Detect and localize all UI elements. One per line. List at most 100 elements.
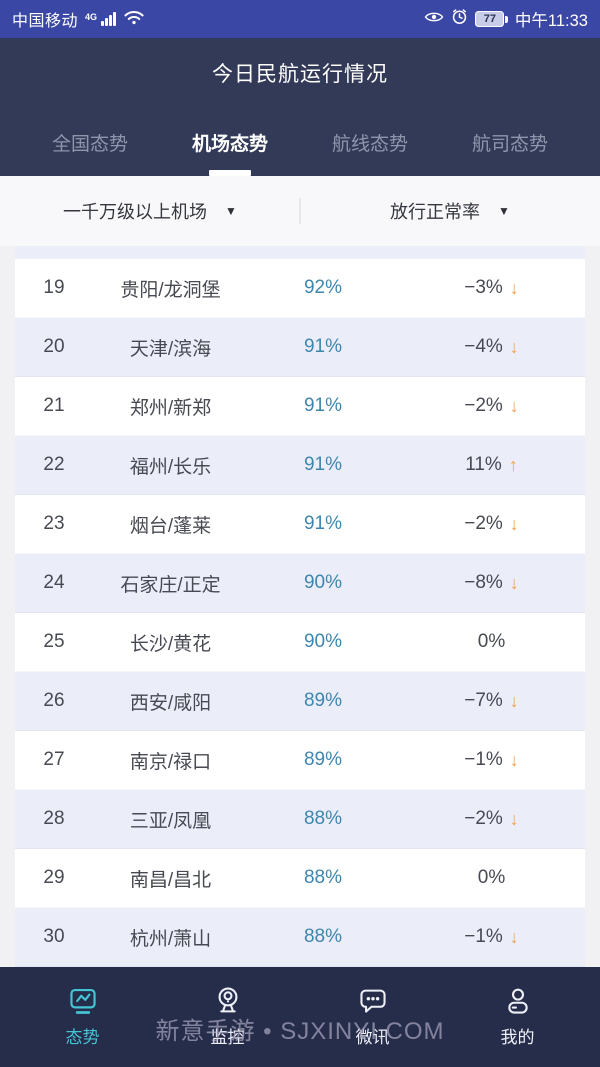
table-scroll-area[interactable]: 19 贵阳/龙洞堡 92% −3% ↓ 20 天津/滨海 91% −4% ↓ 21 郑州/新郑 91% −… — [0, 246, 600, 967]
alarm-icon — [451, 8, 468, 30]
trend-down-icon: ↓ — [509, 514, 519, 534]
rate-cell: 88% — [303, 926, 343, 947]
chevron-down-icon: ▼ — [225, 204, 237, 218]
chevron-down-icon: ▼ — [498, 204, 510, 218]
battery-percent: 77 — [475, 11, 505, 27]
airport-name-cell: 烟台/蓬莱 — [129, 515, 212, 537]
trend-up-icon: ↑ — [508, 455, 518, 475]
change-cell: −2% ↓ — [398, 513, 585, 535]
change-cell: −3% ↓ — [398, 277, 585, 299]
table-row[interactable]: 21 郑州/新郑 91% −2% ↓ — [15, 377, 585, 436]
rank-cell: 22 — [43, 454, 65, 475]
table-row[interactable]: 29 南昌/昌北 88% 0% — [15, 849, 585, 908]
tab-1[interactable]: 全国态势 — [51, 133, 128, 155]
airport-name-cell: 福州/长乐 — [129, 456, 212, 478]
trend-down-icon: ↓ — [509, 278, 519, 298]
battery-indicator: 77 — [475, 11, 508, 27]
airport-level-dropdown[interactable]: 一千万级以上机场 ▼ — [0, 198, 300, 224]
tab-2[interactable]: 机场态势 — [160, 108, 300, 176]
airport-name-cell: 西安/咸阳 — [129, 692, 212, 714]
rate-cell: 91% — [303, 336, 343, 357]
table-row[interactable]: 22 福州/长乐 91% 11% ↑ — [15, 436, 585, 495]
trend-down-icon: ↓ — [509, 573, 519, 593]
change-cell: −2% ↓ — [398, 808, 585, 830]
tabs: 全国态势 机场态势 航线态势 航司态势 — [0, 108, 600, 176]
eye-comfort-icon — [424, 10, 444, 29]
airport-name-cell: 天津/滨海 — [129, 338, 212, 360]
trend-down-icon: ↓ — [509, 337, 519, 357]
change-value: −1% — [464, 926, 503, 947]
change-value: −2% — [464, 513, 503, 534]
rank-cell: 20 — [43, 336, 65, 357]
change-value: 11% — [465, 454, 502, 475]
airport-name-cell: 杭州/萧山 — [129, 928, 212, 950]
table-row[interactable]: 19 贵阳/龙洞堡 92% −3% ↓ — [15, 259, 585, 318]
change-cell: −4% ↓ — [398, 336, 585, 358]
table-row[interactable]: 27 南京/禄口 89% −1% ↓ — [15, 731, 585, 790]
rate-cell: 91% — [303, 395, 343, 416]
tab-4[interactable]: 航司态势 — [471, 133, 548, 155]
webcam-icon — [211, 986, 245, 1016]
airport-name-cell: 贵阳/龙洞堡 — [120, 279, 221, 301]
nav-item-1[interactable]: 态势 — [38, 986, 128, 1048]
change-value: −8% — [464, 572, 503, 593]
nav-label: 态势 — [65, 1028, 100, 1047]
airport-name-cell: 三亚/凤凰 — [129, 810, 212, 832]
rate-cell: 90% — [303, 572, 343, 593]
airport-table: 19 贵阳/龙洞堡 92% −3% ↓ 20 天津/滨海 91% −4% ↓ 21 郑州/新郑 91% −… — [15, 259, 585, 967]
rate-cell: 89% — [303, 749, 343, 770]
table-row[interactable]: 24 石家庄/正定 90% −8% ↓ — [15, 554, 585, 613]
filter-bar: 一千万级以上机场 ▼ 放行正常率 ▼ — [0, 176, 600, 246]
rate-cell: 92% — [303, 277, 343, 298]
change-value: 0% — [477, 631, 506, 652]
network-type-label: 4G — [85, 12, 98, 22]
tab-3[interactable]: 航线态势 — [331, 133, 408, 155]
status-time: 中午11:33 — [514, 12, 588, 30]
metric-dropdown[interactable]: 放行正常率 ▼ — [300, 198, 600, 224]
chat-bubble-icon — [356, 986, 390, 1016]
trend-down-icon: ↓ — [509, 927, 519, 947]
rate-cell: 89% — [303, 690, 343, 711]
rate-cell: 91% — [303, 513, 343, 534]
nav-item-4[interactable]: 我的 — [473, 986, 563, 1048]
clipped-previous-row — [15, 246, 585, 259]
wifi-icon — [123, 8, 145, 30]
change-cell: 0% — [398, 867, 585, 889]
trend-monitor-icon — [66, 986, 100, 1016]
trend-down-icon: ↓ — [509, 809, 519, 829]
profile-icon — [501, 986, 535, 1016]
page-title: 今日民航运行情况 — [212, 63, 388, 86]
nav-item-3[interactable]: 微讯 — [328, 986, 418, 1048]
metric-value: 放行正常率 — [390, 202, 481, 222]
nav-item-2[interactable]: 监控 — [183, 986, 273, 1048]
airport-level-value: 一千万级以上机场 — [63, 202, 208, 222]
status-bar: 中国移动 4G 77 — [0, 0, 600, 38]
change-value: −2% — [464, 395, 503, 416]
rate-cell: 88% — [303, 808, 343, 829]
table-row[interactable]: 23 烟台/蓬莱 91% −2% ↓ — [15, 495, 585, 554]
change-value: −3% — [464, 277, 503, 298]
filter-divider — [299, 198, 301, 224]
rank-cell: 21 — [43, 395, 65, 416]
rank-cell: 19 — [43, 277, 65, 298]
change-cell: −7% ↓ — [398, 690, 585, 712]
table-row[interactable]: 28 三亚/凤凰 88% −2% ↓ — [15, 790, 585, 849]
airport-name-cell: 南京/禄口 — [129, 751, 212, 773]
change-cell: −1% ↓ — [398, 926, 585, 948]
rank-cell: 26 — [43, 690, 65, 711]
table-row[interactable]: 20 天津/滨海 91% −4% ↓ — [15, 318, 585, 377]
rank-cell: 23 — [43, 513, 65, 534]
table-row[interactable]: 26 西安/咸阳 89% −7% ↓ — [15, 672, 585, 731]
nav-label: 监控 — [210, 1028, 245, 1047]
table-row[interactable]: 25 长沙/黄花 90% 0% — [15, 613, 585, 672]
change-cell: 11% ↑ — [398, 454, 585, 476]
airport-name-cell: 石家庄/正定 — [120, 574, 221, 596]
change-cell: 0% — [398, 631, 585, 653]
bottom-nav: 态势 监控 微讯 我的 — [0, 967, 600, 1067]
airport-name-cell: 郑州/新郑 — [129, 397, 212, 419]
rate-cell: 88% — [303, 867, 343, 888]
trend-down-icon: ↓ — [509, 396, 519, 416]
rate-cell: 90% — [303, 631, 343, 652]
table-row[interactable]: 30 杭州/萧山 88% −1% ↓ — [15, 908, 585, 967]
change-cell: −2% ↓ — [398, 395, 585, 417]
